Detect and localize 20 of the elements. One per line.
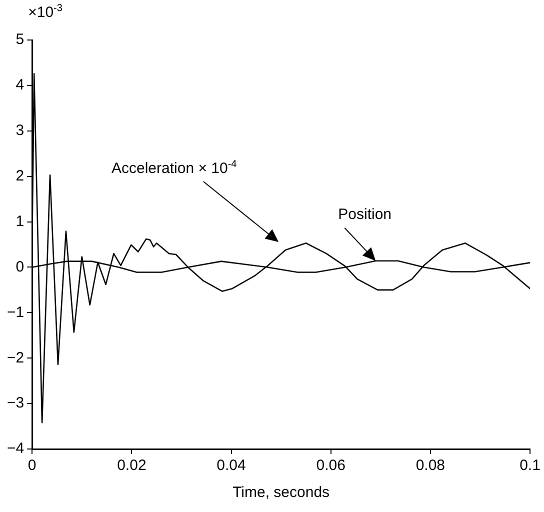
x-axis-title: Time, seconds: [232, 484, 330, 502]
y-tick-label: 0: [16, 258, 24, 276]
y-tick-label: −4: [6, 440, 24, 458]
x-tick-label: 0.02: [117, 457, 146, 474]
y-tick-label: 5: [16, 31, 24, 48]
x-tick-label: 0.04: [216, 457, 246, 474]
y-tick-label: 2: [16, 167, 24, 184]
y-tick-label: −3: [6, 394, 24, 412]
annotation: Acceleration × 10$^{-4}$: [112, 159, 237, 178]
x-tick-label: 0.1: [520, 457, 540, 474]
y-tick-label: −2: [6, 349, 24, 366]
x-tick-label: 0: [28, 457, 36, 474]
y-tick-label: 3: [16, 122, 24, 140]
y-tick-label: 4: [16, 76, 24, 94]
y-axis-title: ×10$^{-3}$: [28, 3, 62, 21]
y-tick-label: −1: [6, 304, 24, 321]
y-tick-label: 1: [16, 212, 24, 230]
annotation: Position: [338, 206, 392, 224]
x-tick-label: 0.06: [316, 457, 346, 474]
x-tick-label: 0.08: [416, 457, 446, 474]
